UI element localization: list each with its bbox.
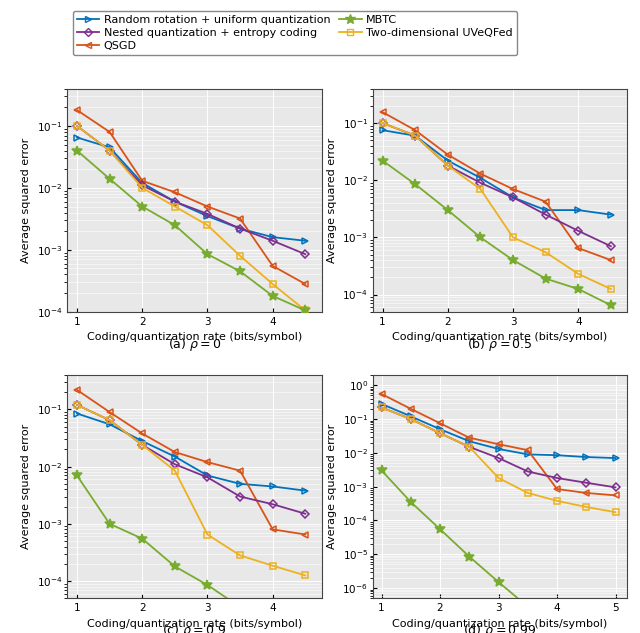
X-axis label: Coding/quantization rate (bits/symbol): Coding/quantization rate (bits/symbol) <box>392 618 607 629</box>
Y-axis label: Average squared error: Average squared error <box>327 137 337 263</box>
Y-axis label: Average squared error: Average squared error <box>21 137 31 263</box>
X-axis label: Coding/quantization rate (bits/symbol): Coding/quantization rate (bits/symbol) <box>87 332 302 342</box>
Text: (d) $\rho = 0.99$: (d) $\rho = 0.99$ <box>463 622 537 633</box>
Y-axis label: Average squared error: Average squared error <box>327 424 337 549</box>
Text: (c) $\rho = 0.9$: (c) $\rho = 0.9$ <box>162 622 227 633</box>
Y-axis label: Average squared error: Average squared error <box>21 424 31 549</box>
X-axis label: Coding/quantization rate (bits/symbol): Coding/quantization rate (bits/symbol) <box>87 618 302 629</box>
X-axis label: Coding/quantization rate (bits/symbol): Coding/quantization rate (bits/symbol) <box>392 332 607 342</box>
Text: (a) $\rho = 0$: (a) $\rho = 0$ <box>168 335 221 353</box>
Text: (b) $\rho = 0.5$: (b) $\rho = 0.5$ <box>467 335 533 353</box>
Legend: Random rotation + uniform quantization, Nested quantization + entropy coding, QS: Random rotation + uniform quantization, … <box>73 11 517 55</box>
